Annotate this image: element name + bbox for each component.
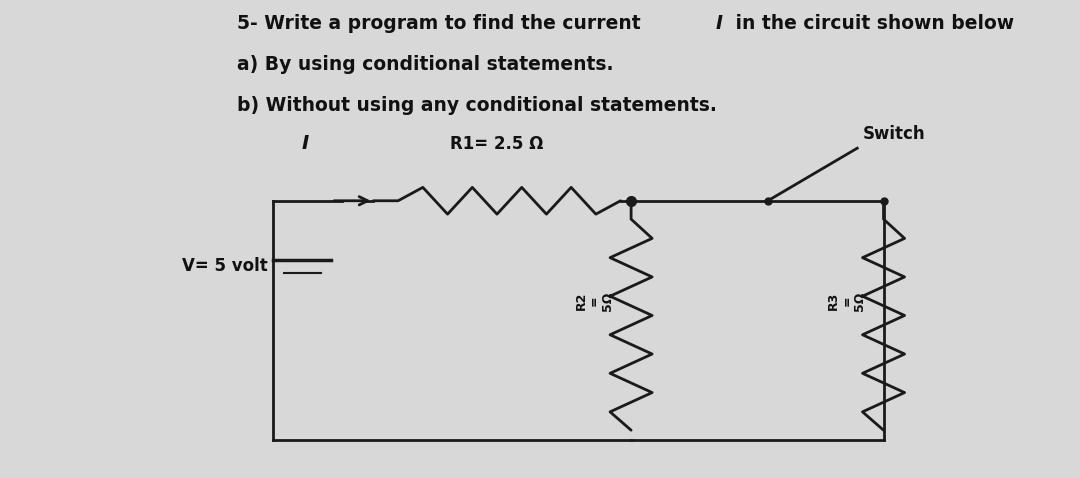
Text: R2
=
5Ω: R2 = 5Ω xyxy=(575,292,613,311)
Text: I: I xyxy=(301,134,309,153)
Text: 5- Write a program to find the current: 5- Write a program to find the current xyxy=(237,14,647,33)
Text: I: I xyxy=(715,14,723,33)
Text: R1= 2.5 Ω: R1= 2.5 Ω xyxy=(450,135,543,153)
Text: in the circuit shown below: in the circuit shown below xyxy=(729,14,1014,33)
Text: V= 5 volt: V= 5 volt xyxy=(183,257,268,275)
Text: b) Without using any conditional statements.: b) Without using any conditional stateme… xyxy=(237,96,716,115)
Text: Switch: Switch xyxy=(863,125,926,143)
Text: a) By using conditional statements.: a) By using conditional statements. xyxy=(237,55,613,74)
Text: R3
=
5Ω: R3 = 5Ω xyxy=(827,292,866,311)
